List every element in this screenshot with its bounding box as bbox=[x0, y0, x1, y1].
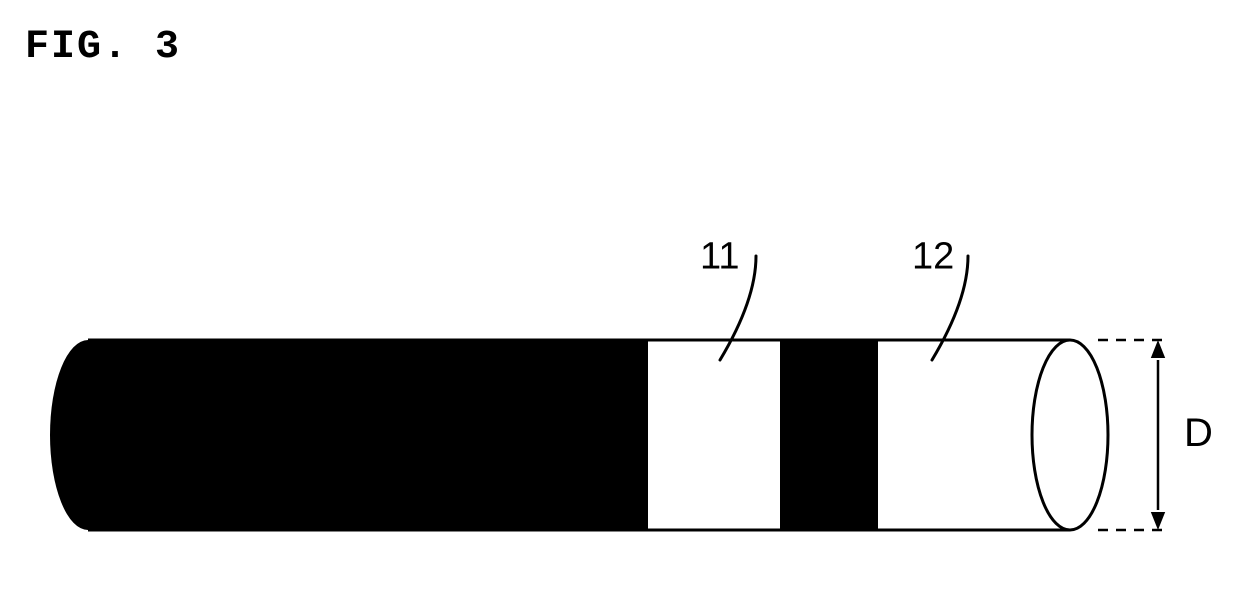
dimension-arrowhead-top bbox=[1151, 340, 1165, 358]
cylinder-segment-0 bbox=[88, 340, 648, 530]
cylinder-segments bbox=[88, 340, 1070, 530]
dimension-label: D bbox=[1184, 411, 1213, 455]
callout-11-label: 11 bbox=[700, 235, 739, 277]
callout-12-label: 12 bbox=[912, 235, 954, 277]
dimension-arrowhead-bottom bbox=[1151, 512, 1165, 530]
diagram-svg: 11 12 D bbox=[0, 0, 1240, 593]
cylinder-right-end bbox=[1032, 340, 1108, 530]
